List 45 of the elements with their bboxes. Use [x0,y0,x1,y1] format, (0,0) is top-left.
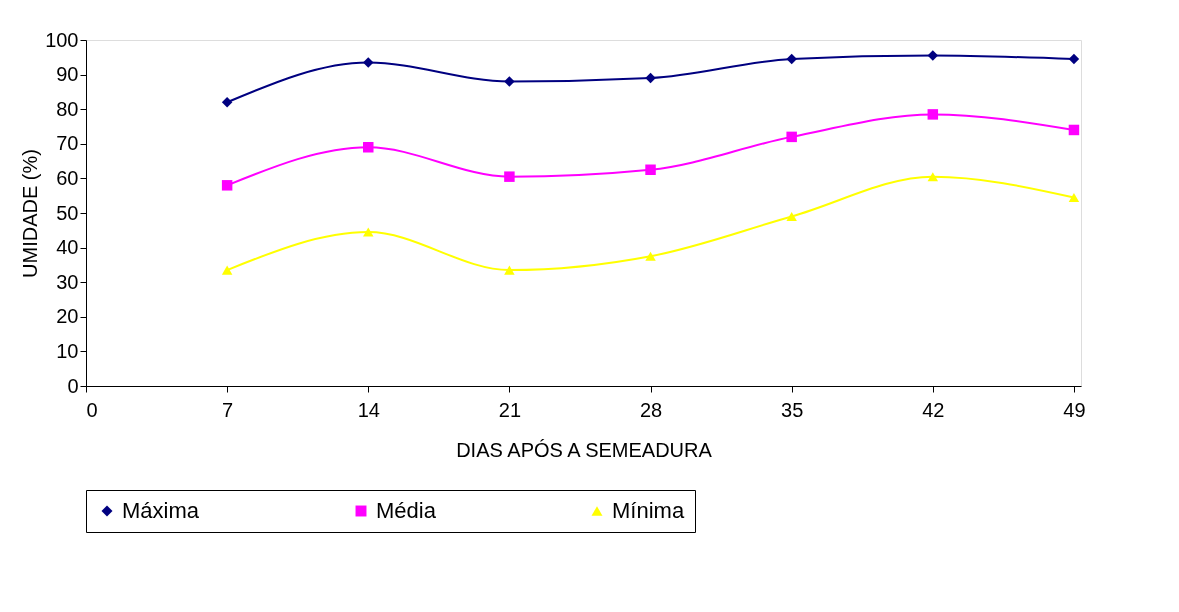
x-tick-label: 42 [922,398,945,421]
point [221,180,233,191]
point [927,172,939,182]
x-axis-title: DIAS APÓS A SEMEADURA [456,438,713,461]
legend-label: Mínima [612,498,685,523]
x-tick-label: 0 [86,398,98,421]
y-tick-label: 0 [67,374,79,397]
point [927,50,939,61]
x-tick-label: 7 [222,398,234,421]
point [1068,53,1080,65]
point [363,142,374,153]
point [1068,124,1080,136]
point [504,171,515,182]
point [645,251,656,261]
legend-label: Máxima [122,498,200,523]
point [1068,192,1080,202]
x-tick-label: 14 [357,398,380,421]
x-tick-label: 49 [1063,398,1086,421]
point [645,164,656,175]
x-tick-label: 21 [498,398,522,421]
x-tick-label: 35 [781,398,804,421]
point [363,57,374,68]
y-tick-label: 20 [56,305,79,328]
y-tick-label: 50 [56,201,79,224]
x-tick-label: 28 [639,398,663,421]
y-tick-label: 70 [56,132,79,155]
y-tick-label: 10 [56,339,79,362]
point [221,97,233,108]
legend-label: Média [376,498,437,523]
point [786,131,797,143]
y-axis-title: UMIDADE (%) [19,149,42,278]
point [504,265,515,275]
point [221,265,233,275]
y-tick-label: 90 [56,63,79,86]
y-tick-label: 60 [56,166,79,189]
point [645,72,656,84]
y-tick-label: 40 [56,236,79,259]
point [786,53,797,65]
y-tick-label: 100 [45,28,79,51]
point [786,211,797,221]
y-tick-label: 30 [56,270,79,293]
point [504,76,515,87]
y-tick-label: 80 [56,97,79,120]
point [363,227,374,237]
point [927,109,939,120]
